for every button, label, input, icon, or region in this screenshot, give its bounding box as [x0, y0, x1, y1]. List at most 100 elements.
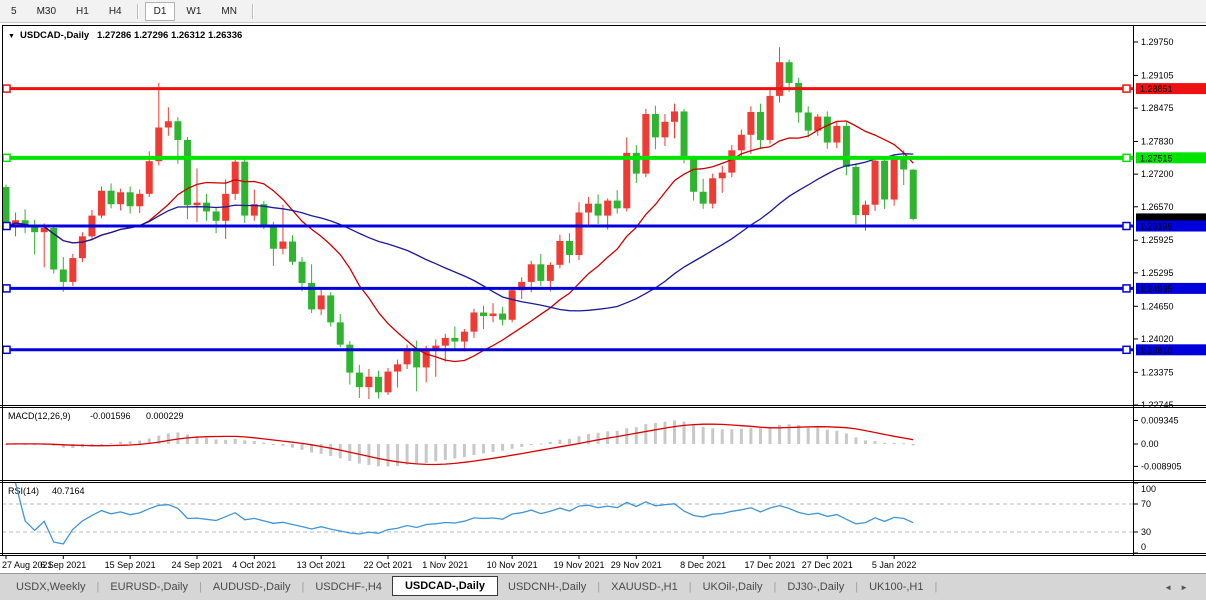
horizontal-line[interactable]: [2, 221, 1133, 231]
candle-body: [69, 258, 77, 282]
macd-histogram-bar: [214, 439, 218, 444]
scroll-right-icon[interactable]: ►: [1180, 582, 1196, 592]
candle-body: [909, 169, 917, 219]
candle-body: [241, 161, 249, 216]
candle-body: [489, 313, 497, 317]
line-handle[interactable]: [1122, 84, 1131, 93]
chart-canvas[interactable]: ▼ USDCAD-,Daily 1.27286 1.27296 1.26312 …: [0, 23, 1206, 573]
candle-body: [394, 364, 402, 372]
candle-body: [183, 139, 191, 206]
macd-histogram-bar: [205, 437, 209, 444]
candlestick-series[interactable]: [2, 47, 917, 400]
line-handle[interactable]: [1122, 345, 1131, 355]
macd-histogram-bar: [768, 427, 772, 444]
candle-body: [145, 161, 153, 194]
date-label: 13 Oct 2021: [297, 560, 346, 570]
line-handle[interactable]: [2, 153, 11, 163]
date-label: 24 Sep 2021: [171, 560, 222, 570]
timeframe-button-mn[interactable]: MN: [221, 5, 237, 17]
candle-body: [460, 331, 468, 342]
candle-body: [365, 376, 373, 388]
candle-body: [78, 236, 86, 259]
macd-histogram-bar: [185, 434, 189, 444]
candle-body: [441, 337, 449, 346]
horizontal-line[interactable]: [2, 284, 1133, 293]
line-handle[interactable]: [1122, 284, 1131, 293]
line-handle[interactable]: [2, 284, 11, 293]
price-axis-label: 1.26570: [1141, 202, 1174, 212]
collapse-icon[interactable]: ▼: [8, 33, 15, 40]
candle-body: [699, 191, 707, 204]
tab-ukoil-daily[interactable]: UKOil-,Daily: [702, 581, 763, 593]
candle-body: [776, 62, 784, 96]
macd-histogram-bar: [682, 421, 686, 444]
timeframe-button-h1[interactable]: H1: [76, 5, 89, 17]
candle-body: [671, 111, 678, 122]
tab-dj30-daily[interactable]: DJ30-,Daily: [787, 581, 845, 593]
macd-histogram-bar: [797, 425, 801, 444]
horizontal-line[interactable]: [2, 84, 1133, 93]
horizontal-line[interactable]: [2, 153, 1133, 163]
macd-histogram-bar: [911, 444, 915, 446]
macd-main-value: -0.001596: [90, 411, 131, 421]
line-handle[interactable]: [2, 345, 11, 355]
candle-body: [231, 161, 239, 194]
date-label: 6 Sep 2021: [40, 560, 86, 570]
candle-body: [575, 212, 583, 255]
timeframe-button-m30[interactable]: M30: [36, 5, 57, 17]
candle-body: [250, 204, 258, 216]
candle-body: [451, 337, 459, 342]
price-axis-label: 1.29750: [1141, 37, 1174, 47]
price-axis-label: 1.24020: [1141, 334, 1174, 344]
tab-usdx-weekly[interactable]: USDX,Weekly: [16, 581, 86, 593]
macd-histogram-bar: [281, 444, 285, 446]
tab-audusd-daily[interactable]: AUDUSD-,Daily: [212, 581, 291, 593]
macd-histogram-bar: [310, 444, 314, 453]
candle-body: [718, 172, 726, 179]
tab-separator: |: [855, 581, 859, 593]
macd-histogram-bar: [4, 444, 8, 445]
candle-body: [680, 111, 688, 159]
tab-eurusd-daily[interactable]: EURUSD-,Daily: [110, 581, 188, 593]
tab-xauusd-h1[interactable]: XAUUSD-,H1: [611, 581, 678, 593]
date-label: 5 Jan 2022: [872, 560, 917, 570]
hline-price-label-text: 1.27515: [1140, 153, 1173, 163]
current-price-label: [1136, 213, 1206, 225]
line-handle[interactable]: [2, 221, 11, 231]
timeframe-button-h4[interactable]: H4: [108, 5, 122, 17]
hline-price-label: [1136, 282, 1206, 294]
candle-body: [107, 190, 115, 205]
hline-price-label: [1136, 220, 1206, 232]
horizontal-line[interactable]: [2, 345, 1133, 355]
timeframe-button-w1[interactable]: W1: [186, 5, 202, 17]
hline-price-label-text: 1.23810: [1140, 345, 1173, 355]
macd-histogram-bar: [653, 423, 657, 444]
candle-body: [317, 295, 325, 310]
date-label: 15 Sep 2021: [105, 560, 156, 570]
line-handle[interactable]: [1122, 221, 1131, 231]
macd-histogram-bar: [147, 438, 151, 444]
timeframe-button-d1[interactable]: D1: [144, 1, 176, 21]
candle-body: [537, 264, 545, 281]
hline-price-label: [1136, 344, 1206, 356]
price-axis-label: 1.25295: [1141, 268, 1174, 278]
macd-histogram-bar: [864, 440, 867, 444]
timeframe-button-m5[interactable]: 5: [11, 5, 17, 17]
candle-body: [59, 269, 67, 282]
tab-uk100-h1[interactable]: UK100-,H1: [869, 581, 924, 593]
macd-histogram-bar: [61, 444, 65, 448]
macd-histogram-bar: [634, 427, 638, 444]
rsi-value: 40.7164: [52, 486, 85, 496]
macd-histogram-bar: [386, 444, 390, 467]
date-label: 17 Dec 2021: [744, 560, 795, 570]
candle-body: [890, 158, 898, 200]
tab-usdchf-h4[interactable]: USDCHF-,H4: [315, 581, 382, 593]
line-handle[interactable]: [1122, 153, 1131, 163]
scroll-left-icon[interactable]: ◄: [1164, 582, 1181, 592]
tab-usdcad-daily[interactable]: USDCAD-,Daily: [391, 576, 499, 596]
macd-histogram-bar: [873, 440, 877, 444]
tab-usdcnh-daily[interactable]: USDCNH-,Daily: [508, 581, 587, 593]
line-handle[interactable]: [2, 84, 11, 93]
candle-body: [690, 158, 698, 192]
